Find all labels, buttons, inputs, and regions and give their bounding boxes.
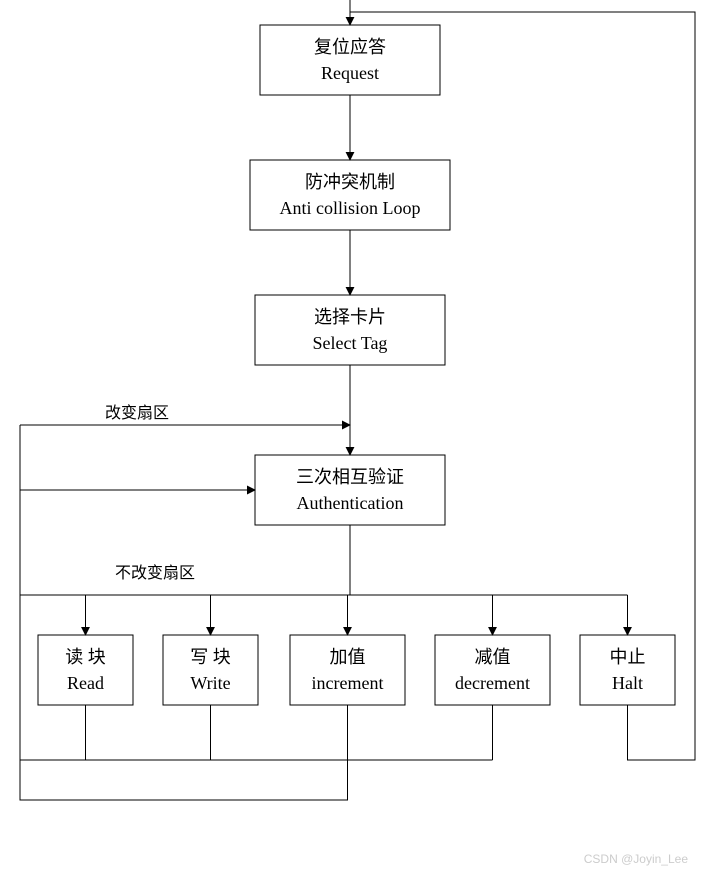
- node-decrement-label-en: decrement: [455, 673, 530, 693]
- node-request: 复位应答 Request: [260, 25, 440, 95]
- node-read-label-en: Read: [67, 673, 104, 693]
- node-select: 选择卡片 Select Tag: [255, 295, 445, 365]
- node-auth: 三次相互验证 Authentication: [255, 455, 445, 525]
- node-increment-label-en: increment: [312, 673, 384, 693]
- node-halt-label-cn: 中止: [610, 647, 646, 667]
- node-auth-label-cn: 三次相互验证: [296, 467, 404, 487]
- node-increment: 加值 increment: [290, 635, 405, 705]
- node-halt: 中止 Halt: [580, 635, 675, 705]
- edge-label-no_change_sector: 不改变扇区: [115, 564, 195, 582]
- node-decrement-label-cn: 减值: [475, 647, 511, 667]
- node-read: 读 块 Read: [38, 635, 133, 705]
- node-write-label-en: Write: [190, 673, 230, 693]
- node-halt-label-en: Halt: [612, 673, 643, 693]
- node-select-label-cn: 选择卡片: [314, 307, 386, 327]
- watermark: CSDN @Joyin_Lee: [584, 852, 689, 866]
- node-decrement: 减值 decrement: [435, 635, 550, 705]
- node-request-label-cn: 复位应答: [314, 37, 386, 57]
- node-anticol: 防冲突机制 Anti collision Loop: [250, 160, 450, 230]
- node-auth-label-en: Authentication: [297, 493, 404, 513]
- node-request-label-en: Request: [321, 63, 379, 83]
- edge-label-change_sector: 改变扇区: [105, 404, 169, 422]
- node-write: 写 块 Write: [163, 635, 258, 705]
- flowchart: 复位应答 Request 防冲突机制 Anti collision Loop 选择卡片 S…: [0, 0, 708, 875]
- node-anticol-label-en: Anti collision Loop: [280, 198, 421, 218]
- node-increment-label-cn: 加值: [330, 647, 366, 667]
- node-select-label-en: Select Tag: [313, 333, 388, 353]
- node-anticol-label-cn: 防冲突机制: [305, 172, 395, 192]
- edge-nochange-reentry-h: [20, 595, 86, 635]
- node-write-label-cn: 写 块: [190, 647, 231, 667]
- node-read-label-cn: 读 块: [65, 647, 106, 667]
